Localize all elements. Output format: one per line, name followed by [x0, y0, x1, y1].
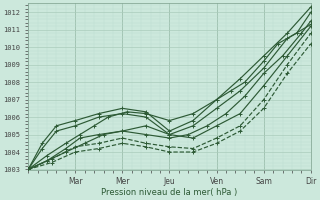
X-axis label: Pression niveau de la mer( hPa ): Pression niveau de la mer( hPa )	[101, 188, 238, 197]
